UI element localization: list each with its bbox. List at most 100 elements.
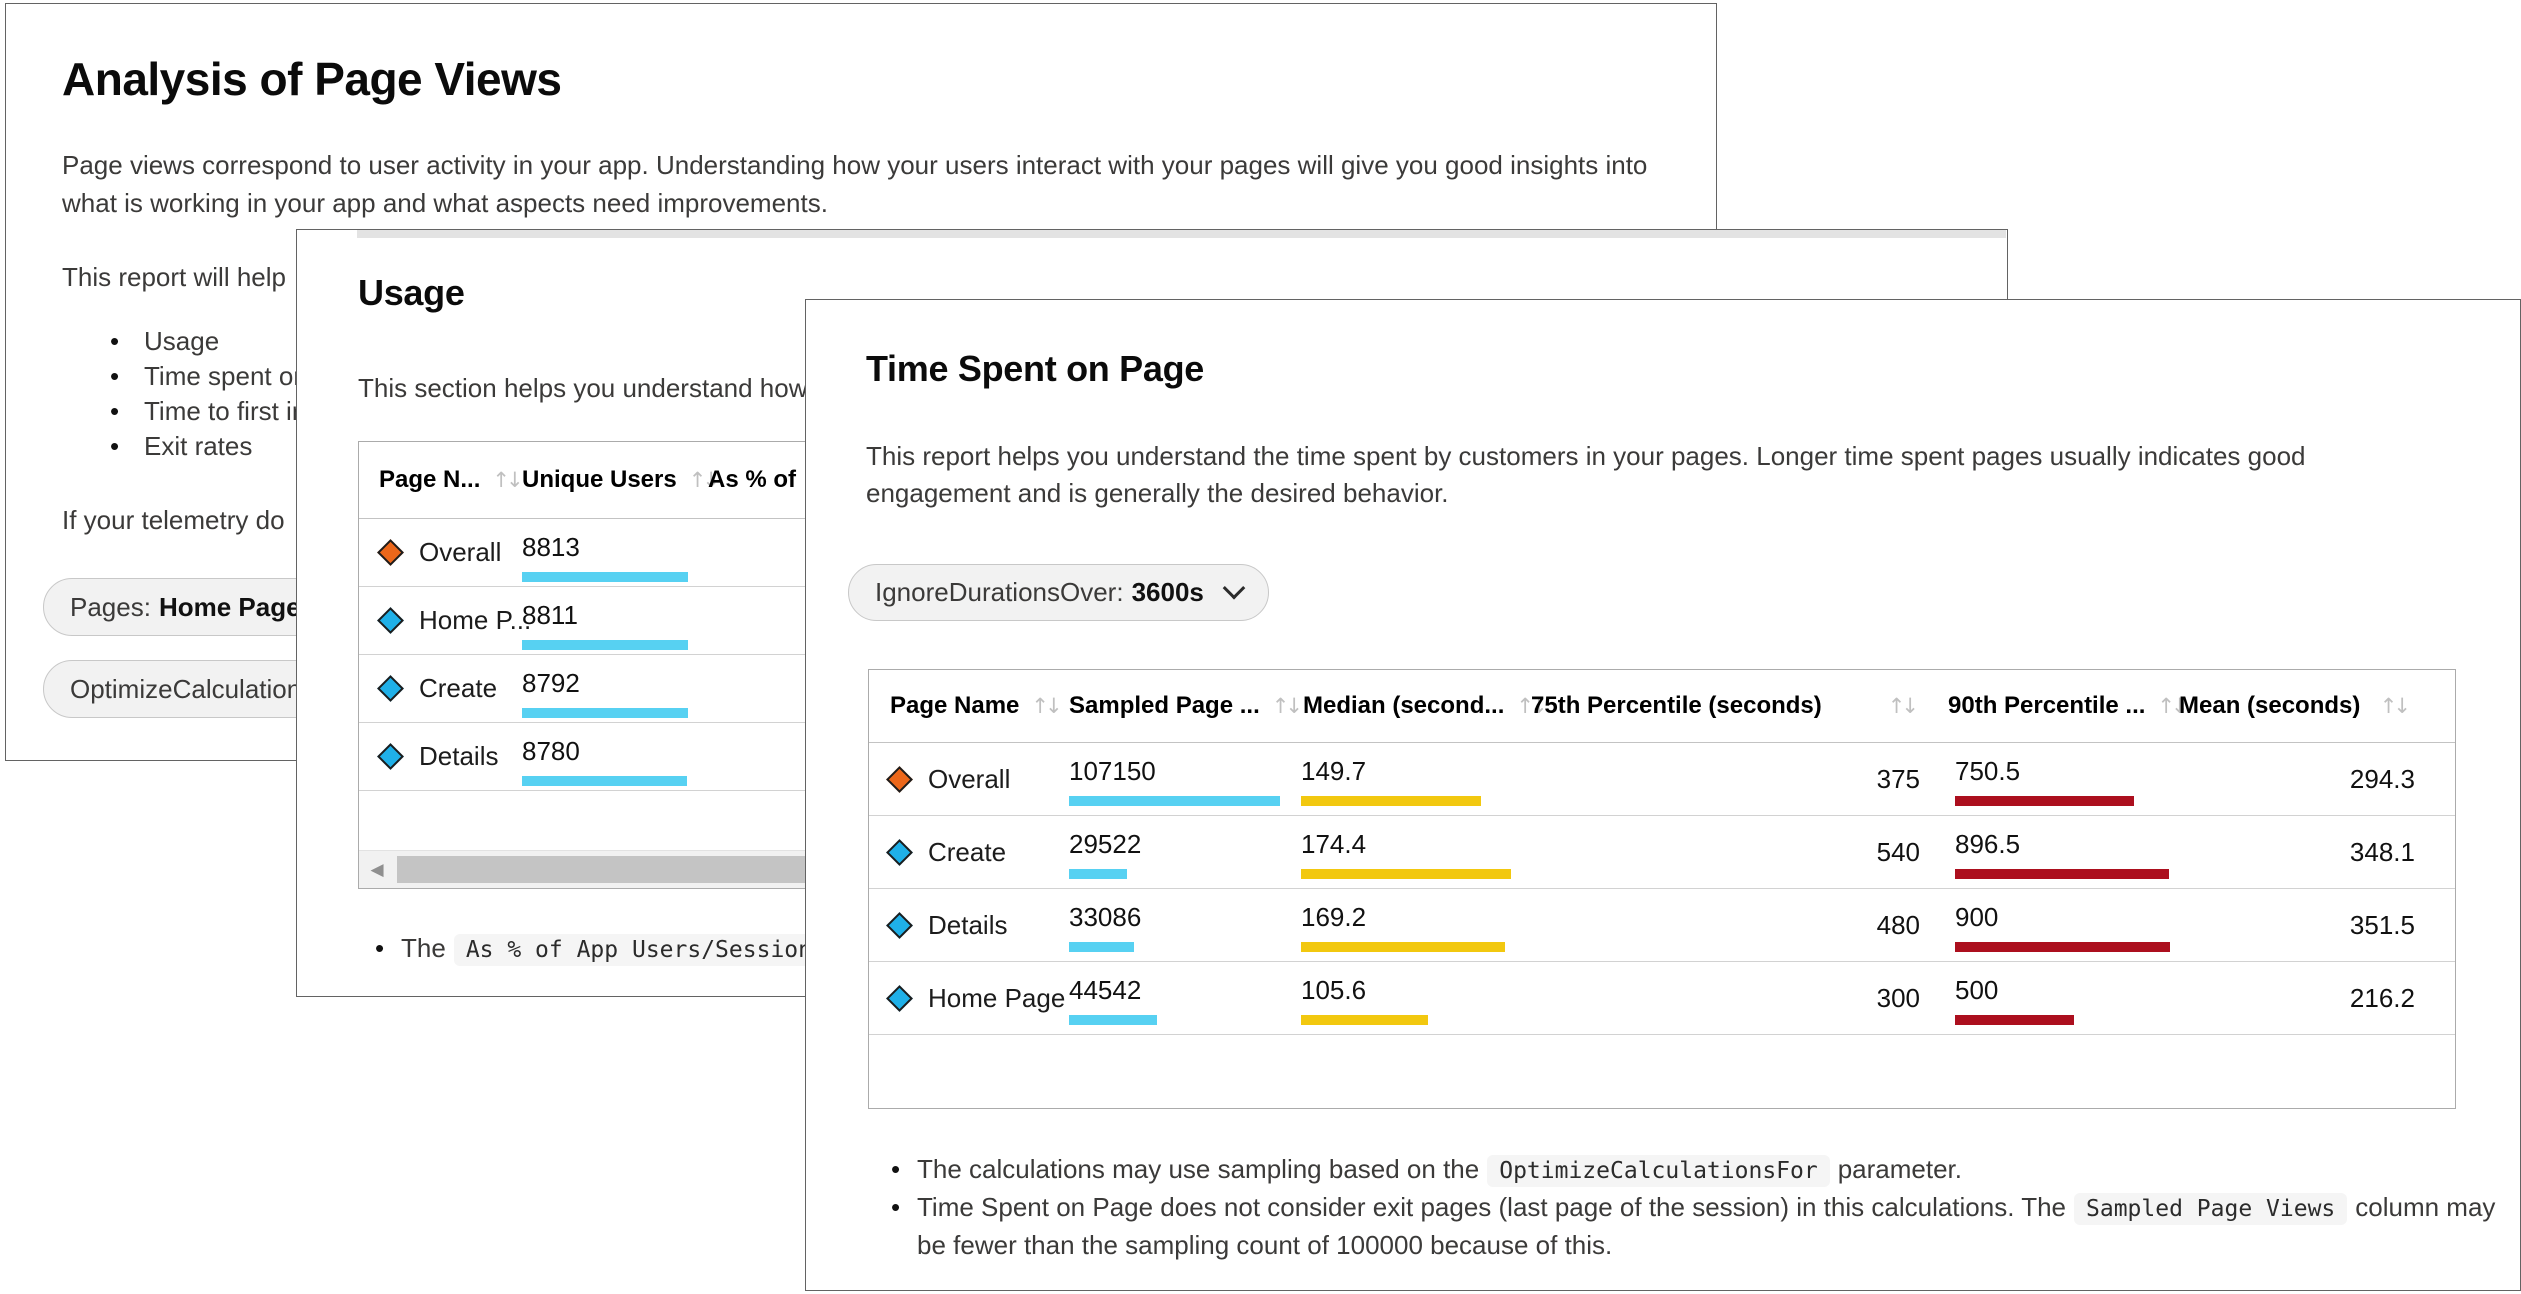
time-spent-table: Page Name ↑↓ Sampled Page ... ↑↓ Median (s… [868,669,2456,1109]
column-header-as-pct[interactable]: As % of [708,466,797,493]
column-header-sampled-page-views[interactable]: Sampled Page ... ↑↓ [1069,692,1303,719]
sort-icon: ↑↓ [1031,694,1062,718]
intro-text: This report will help [62,262,286,292]
chevron-down-icon [1222,576,1246,599]
top-scroll-strip [357,230,2006,238]
list-item: • Time to first int [110,394,329,429]
page-name-cell: Overall [377,519,501,586]
time-spent-footnotes: • The calculations may use sampling base… [891,1151,2502,1263]
median-data-bar [1301,942,1505,952]
code-span: OptimizeCalculationsFor [1487,1155,1830,1187]
usage-footnote: • The As % of App Users/Sessions/V [375,930,874,968]
ignore-durations-value: 3600s [1131,577,1204,607]
mean-cell: 294.3 [2349,764,2415,794]
users-data-bar [522,572,688,582]
column-header-unique-users[interactable]: Unique Users ↑↓ [522,466,720,493]
bullet-icon: • [110,396,120,426]
unique-users-cell: 8780 [522,723,687,786]
median-cell: 149.7 [1301,743,1481,806]
p75-cell: 480 [1876,910,1920,940]
page-name-cell: Details [377,723,498,790]
sort-icon: ↑↓ [1516,694,1547,718]
p75-cell: 375 [1876,764,1920,794]
column-header-median[interactable]: Median (second... ↑↓ [1303,692,1548,719]
sort-icon: ↑↓ [2157,694,2188,718]
sort-icon: ↑↓ [2379,694,2411,718]
table-row: Create 29522 174.4 540 896.5 348.1 [869,816,2455,889]
sampled-data-bar [1069,869,1127,879]
page-marker-icon [886,765,913,793]
users-data-bar [522,640,688,650]
bullet-icon: • [110,361,120,391]
sampled-data-bar [1069,796,1280,806]
median-data-bar [1301,869,1511,879]
sampled-cell: 44542 [1069,962,1157,1025]
page-name-cell: Create [886,816,1006,888]
page-name-cell: Home Page [886,962,1065,1034]
median-cell: 105.6 [1301,962,1428,1025]
bullet-icon: • [110,326,120,356]
time-spent-window: Time Spent on Page This report helps you… [805,299,2521,1291]
footnote-item: • The calculations may use sampling base… [891,1151,2502,1189]
footnote-item: • Time Spent on Page does not consider e… [891,1189,2502,1263]
p90-cell: 750.5 [1955,743,2134,806]
code-span: Sampled Page Views [2074,1193,2348,1225]
table-row: Home Page 44542 105.6 300 500 216.2 [869,962,2455,1035]
column-header-75th-percentile[interactable]: 75th Percentile (seconds) ↑↓ [1531,692,1919,719]
optimize-calculations-label: OptimizeCalculations [70,673,315,704]
page-marker-icon [377,539,404,566]
bullet-icon: • [891,1192,901,1222]
median-data-bar [1301,796,1481,806]
time-spent-title: Time Spent on Page [866,348,1205,389]
median-cell: 169.2 [1301,889,1505,952]
code-span: As % of App Users/Sessions/V [453,934,866,966]
sampled-cell: 33086 [1069,889,1141,952]
page-name-cell: Details [886,889,1007,961]
page-marker-icon [377,607,404,634]
column-header-page-name[interactable]: Page Name ↑↓ [890,692,1063,719]
column-header-mean[interactable]: Mean (seconds) ↑↓ [2179,692,2411,719]
sampled-data-bar [1069,942,1134,952]
users-data-bar [522,776,687,786]
p75-cell: 540 [1876,837,1920,867]
unique-users-cell: 8792 [522,655,688,718]
pages-filter-pill[interactable]: Pages: Home Page, D [43,578,335,636]
page-marker-icon [886,984,913,1012]
p75-cell: 300 [1876,983,1920,1013]
p90-data-bar [1955,942,2170,952]
mean-cell: 216.2 [2349,983,2415,1013]
page-marker-icon [377,743,404,770]
mean-cell: 348.1 [2349,837,2415,867]
bullet-icon: • [375,933,385,963]
time-spent-description: This report helps you understand the tim… [866,441,2306,508]
table-row: Details 33086 169.2 480 900 351.5 [869,889,2455,962]
optimize-calculations-pill[interactable]: OptimizeCalculations [43,660,335,718]
page-marker-icon [886,911,913,939]
ignore-durations-label: IgnoreDurationsOver: [875,577,1124,607]
page-description: Page views correspond to user activity i… [62,150,1648,218]
p90-cell: 500 [1955,962,2074,1025]
telemetry-note: If your telemetry do [62,505,285,535]
page-marker-icon [886,838,913,866]
sort-icon: ↑↓ [1887,694,1919,718]
sort-icon: ↑↓ [1271,694,1303,718]
pages-filter-label: Pages: [70,591,151,622]
list-item: • Exit rates [110,429,329,464]
column-header-page-name[interactable]: Page N... ↑↓ [379,466,524,493]
page-title: Analysis of Page Views [62,53,562,105]
p90-data-bar [1955,796,2134,806]
sort-icon: ↑↓ [688,468,720,492]
usage-description: This section helps you understand how [358,373,808,403]
bullet-icon: • [891,1154,901,1184]
sampled-data-bar [1069,1015,1157,1025]
ignore-durations-dropdown[interactable]: IgnoreDurationsOver: 3600s [848,564,1269,621]
page-name-cell: Overall [886,743,1010,815]
table-row: Overall 107150 149.7 375 750.5 294.3 [869,743,2455,816]
column-header-90th-percentile[interactable]: 90th Percentile ... ↑↓ [1948,692,2189,719]
scroll-left-arrow-icon[interactable]: ◀ [370,859,384,879]
page-name-cell: Create [377,655,497,722]
p90-cell: 900 [1955,889,2170,952]
time-table-header: Page Name ↑↓ Sampled Page ... ↑↓ Median (s… [869,670,2455,743]
page-name-cell: Home P... [377,587,531,654]
p90-cell: 896.5 [1955,816,2169,879]
